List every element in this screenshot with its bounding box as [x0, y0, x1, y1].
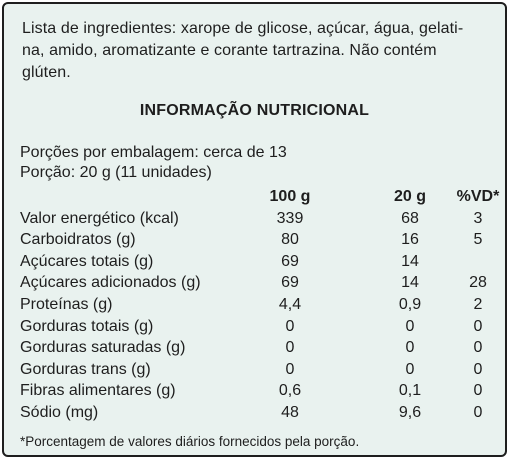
value-vd: 28 [469, 274, 487, 292]
ingredients-line: Lista de ingredientes: xarope de glicose… [22, 20, 464, 37]
value-100g: 48 [281, 403, 299, 421]
value-20g: 0 [405, 317, 415, 335]
nutrient-name: Gorduras trans (g) [20, 360, 151, 378]
nutrient-name: Açúcares adicionados (g) [20, 274, 201, 292]
value-100g: 0 [285, 339, 295, 357]
value-20g: 0 [405, 360, 415, 378]
table-row: Açúcares totais (g) 69 14 [20, 253, 490, 275]
value-vd: 0 [473, 382, 483, 400]
nutrient-name: Fibras alimentares (g) [20, 382, 176, 400]
table-row: Gorduras totais (g) 0 0 0 [20, 318, 490, 340]
value-vd: 5 [473, 231, 483, 249]
table-row: Proteínas (g) 4,4 0,9 2 [20, 296, 490, 318]
header-100g: 100 g [269, 188, 311, 205]
value-vd: 2 [473, 295, 483, 313]
nutrition-table: 100 g 20 g %VD* Valor energético (kcal) … [20, 188, 500, 426]
value-vd: 0 [473, 339, 483, 357]
value-20g: 14 [401, 252, 419, 270]
value-100g: 69 [281, 252, 299, 270]
value-20g: 68 [401, 209, 419, 227]
nutrient-name: Valor energético (kcal) [20, 209, 179, 227]
portion-size: Porção: 20 g (11 unidades) [20, 164, 212, 181]
nutrient-name: Sódio (mg) [20, 403, 99, 421]
nutrient-name: Açúcares totais (g) [20, 252, 154, 270]
table-header-row: 100 g 20 g %VD* [20, 188, 500, 210]
footnote: *Porcentagem de valores diários fornecid… [20, 434, 360, 449]
table-row: Sódio (mg) 48 9,6 0 [20, 404, 490, 426]
ingredients-line: glúten. [22, 64, 71, 81]
header-20g: 20 g [393, 188, 426, 205]
header-vd: %VD* [456, 188, 500, 205]
nutrition-title: INFORMAÇÃO NUTRICIONAL [139, 102, 370, 119]
value-vd: 0 [473, 317, 483, 335]
value-100g: 80 [281, 231, 299, 249]
table-row: Açúcares adicionados (g) 69 14 28 [20, 274, 490, 296]
value-100g: 69 [281, 274, 299, 292]
value-20g: 0,1 [398, 382, 422, 400]
value-vd: 0 [473, 403, 483, 421]
value-20g: 0 [405, 339, 415, 357]
portions-per-package: Porções por embalagem: cerca de 13 [20, 144, 287, 161]
nutrient-name: Proteínas (g) [20, 295, 113, 313]
nutrient-name: Gorduras saturadas (g) [20, 339, 186, 357]
ingredients-line: na, amido, aromatizante e corante tartra… [22, 42, 437, 59]
table-row: Gorduras saturadas (g) 0 0 0 [20, 339, 490, 361]
nutrition-label: Lista de ingredientes: xarope de glicose… [2, 2, 507, 457]
ingredients-list: Lista de ingredientes: xarope de glicose… [22, 18, 492, 84]
value-20g: 16 [401, 231, 419, 249]
value-20g: 9,6 [398, 403, 422, 421]
value-100g: 0,6 [278, 382, 302, 400]
table-row: Carboidratos (g) 80 16 5 [20, 231, 490, 253]
table-row: Valor energético (kcal) 339 68 3 [20, 210, 490, 232]
value-20g: 0,9 [398, 295, 422, 313]
value-vd: 3 [473, 209, 483, 227]
nutrient-name: Gorduras totais (g) [20, 317, 154, 335]
value-100g: 0 [285, 317, 295, 335]
value-vd: 0 [473, 360, 483, 378]
value-100g: 0 [285, 360, 295, 378]
value-20g: 14 [401, 274, 419, 292]
nutrient-name: Carboidratos (g) [20, 231, 136, 249]
value-100g: 4,4 [278, 295, 302, 313]
value-100g: 339 [276, 209, 304, 227]
table-row: Gorduras trans (g) 0 0 0 [20, 361, 490, 383]
table-row: Fibras alimentares (g) 0,6 0,1 0 [20, 382, 490, 404]
